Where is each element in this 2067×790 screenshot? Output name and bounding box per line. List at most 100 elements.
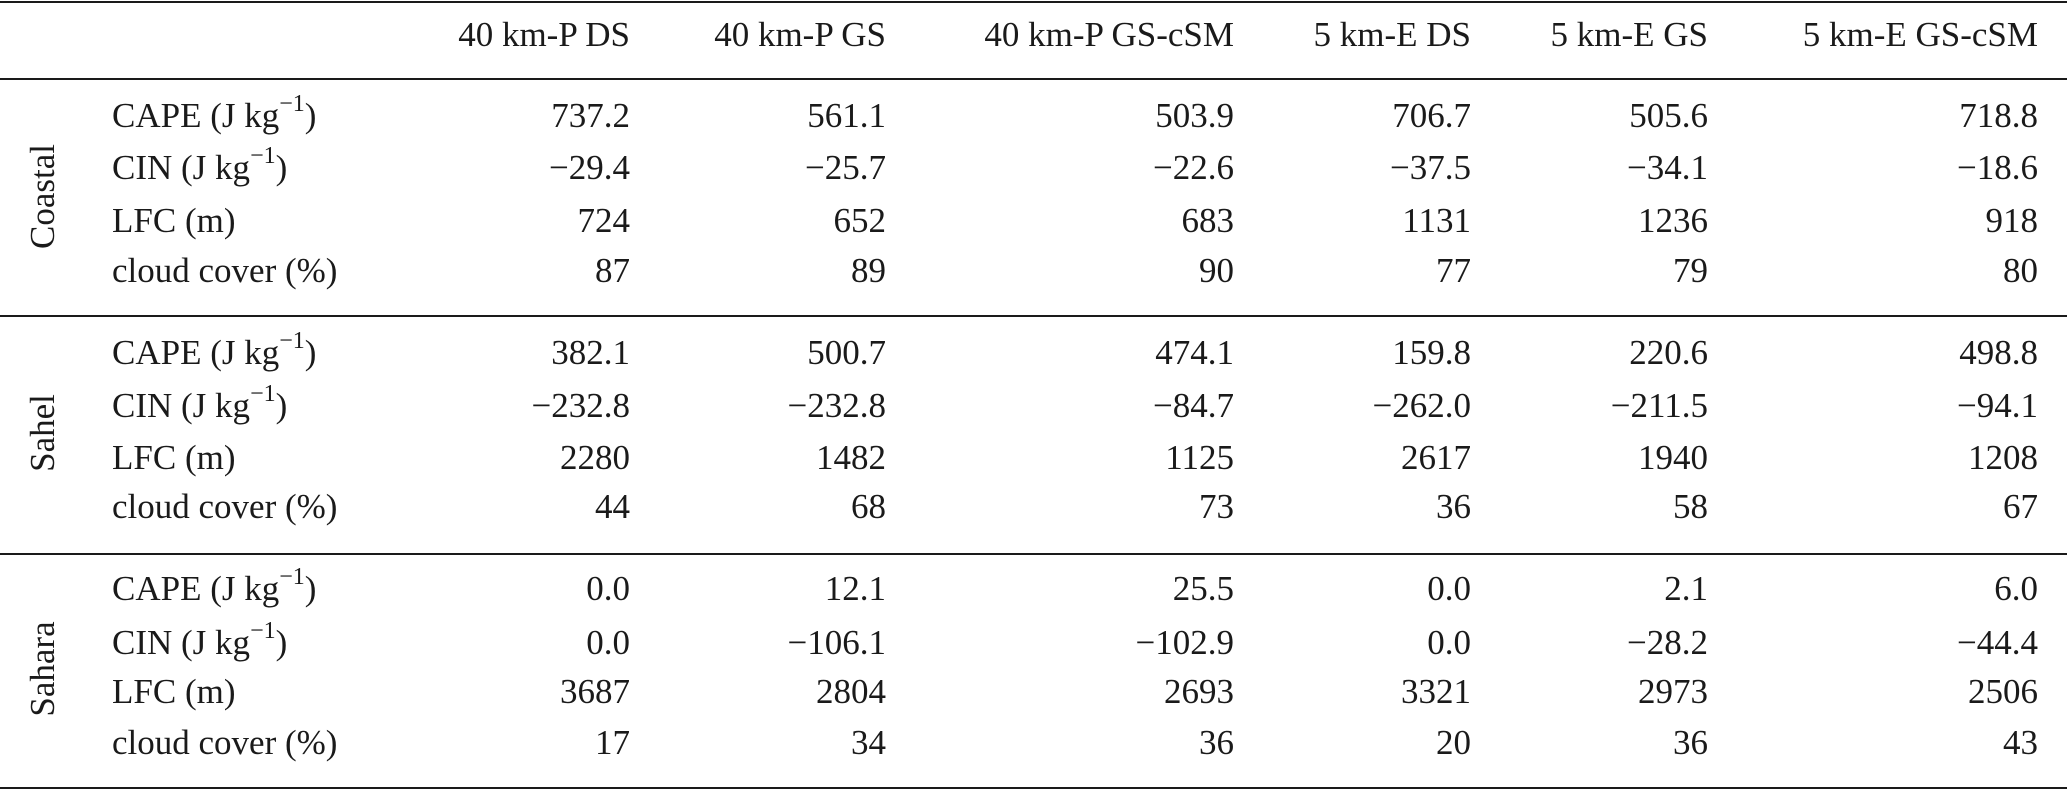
cell-value: 2280 <box>560 438 630 477</box>
cell-value: −28.2 <box>1627 623 1708 662</box>
cell-value: 43 <box>2003 723 2038 762</box>
cell-value: 25.5 <box>1173 569 1234 608</box>
group-label: Sahel <box>23 394 62 472</box>
cell-value: 220.6 <box>1629 333 1708 372</box>
cell-value: 34 <box>851 723 886 762</box>
row-label: LFC (m) <box>112 201 235 240</box>
cell-value: 706.7 <box>1392 96 1471 135</box>
cell-value: 89 <box>851 251 886 290</box>
cell-value: −44.4 <box>1957 623 2038 662</box>
cell-value: 1208 <box>1968 438 2038 477</box>
group-label: Sahara <box>23 621 62 717</box>
cell-value: −18.6 <box>1957 148 2038 187</box>
cell-value: 67 <box>2003 487 2038 526</box>
row-label-sup: −1 <box>279 564 305 590</box>
cell-value: −102.9 <box>1136 623 1235 662</box>
column-header: 40 km-P DS <box>458 15 630 54</box>
cell-value: 0.0 <box>586 623 630 662</box>
cell-value: 2506 <box>1968 672 2038 711</box>
cell-value: 36 <box>1199 723 1234 762</box>
cell-value: 79 <box>1673 251 1708 290</box>
row-label-base: CAPE (J kg <box>112 333 279 372</box>
cell-value: 500.7 <box>807 333 886 372</box>
group-label: Coastal <box>23 144 62 249</box>
cell-value: 17 <box>595 723 630 762</box>
cell-value: 77 <box>1436 251 1471 290</box>
column-header: 40 km-P GS <box>714 15 886 54</box>
cell-value: −84.7 <box>1153 386 1234 425</box>
cell-value: 737.2 <box>551 96 630 135</box>
cell-value: −211.5 <box>1611 386 1708 425</box>
cell-value: −94.1 <box>1957 386 2038 425</box>
cell-value: 58 <box>1673 487 1708 526</box>
cell-value: 382.1 <box>551 333 630 372</box>
cell-value: 505.6 <box>1629 96 1708 135</box>
cell-value: 561.1 <box>807 96 886 135</box>
cell-value: 36 <box>1436 487 1471 526</box>
row-label-sup: −1 <box>279 91 305 117</box>
row-label-tail: ) <box>276 623 288 662</box>
row-label-base: CIN (J kg <box>112 623 250 662</box>
row-label: cloud cover (%) <box>112 487 337 526</box>
row-label-tail: ) <box>276 148 288 187</box>
cell-value: 0.0 <box>1427 569 1471 608</box>
row-label-base: CAPE (J kg <box>112 569 279 608</box>
row-label-tail: ) <box>305 569 317 608</box>
cell-value: −25.7 <box>805 148 886 187</box>
row-label: LFC (m) <box>112 672 235 711</box>
cell-value: 2804 <box>816 672 886 711</box>
cell-value: 683 <box>1182 201 1235 240</box>
cell-value: 6.0 <box>1994 569 2038 608</box>
row-label: LFC (m) <box>112 438 235 477</box>
row-label: CAPE (J kg−1) <box>112 328 316 373</box>
cell-value: 1131 <box>1402 201 1471 240</box>
row-label-base: CIN (J kg <box>112 148 250 187</box>
cell-value: −232.8 <box>532 386 631 425</box>
cell-value: 918 <box>1986 201 2039 240</box>
cell-value: 2617 <box>1401 438 1471 477</box>
cell-value: 0.0 <box>586 569 630 608</box>
cell-value: 44 <box>595 487 630 526</box>
cell-value: −37.5 <box>1390 148 1471 187</box>
cell-value: −34.1 <box>1627 148 1708 187</box>
cell-value: −22.6 <box>1153 148 1234 187</box>
row-label: CAPE (J kg−1) <box>112 91 316 136</box>
cell-value: 80 <box>2003 251 2038 290</box>
cell-value: −232.8 <box>788 386 887 425</box>
cell-value: 724 <box>578 201 631 240</box>
row-label-tail: ) <box>305 96 317 135</box>
cell-value: −29.4 <box>549 148 630 187</box>
cell-value: 2.1 <box>1664 569 1708 608</box>
cell-value: 12.1 <box>825 569 886 608</box>
row-label-base: CIN (J kg <box>112 386 250 425</box>
row-label-sup: −1 <box>250 381 276 407</box>
cell-value: −106.1 <box>788 623 887 662</box>
cell-value: 498.8 <box>1959 333 2038 372</box>
cell-value: 36 <box>1673 723 1708 762</box>
row-label-sup: −1 <box>250 143 276 169</box>
row-label-tail: ) <box>305 333 317 372</box>
column-header: 5 km-E GS <box>1551 15 1709 54</box>
row-label-sup: −1 <box>250 618 276 644</box>
cell-value: 68 <box>851 487 886 526</box>
cell-value: 2973 <box>1638 672 1708 711</box>
cell-value: 87 <box>595 251 630 290</box>
cell-value: −262.0 <box>1373 386 1472 425</box>
row-label-base: CAPE (J kg <box>112 96 279 135</box>
cell-value: 1940 <box>1638 438 1708 477</box>
cell-value: 3321 <box>1401 672 1471 711</box>
cell-value: 718.8 <box>1959 96 2038 135</box>
row-label: cloud cover (%) <box>112 723 337 762</box>
column-header: 5 km-E DS <box>1314 15 1472 54</box>
row-label: cloud cover (%) <box>112 251 337 290</box>
cell-value: 1125 <box>1165 438 1234 477</box>
column-header: 5 km-E GS-cSM <box>1803 15 2038 54</box>
cell-value: 1236 <box>1638 201 1708 240</box>
cell-value: 1482 <box>816 438 886 477</box>
cell-value: 503.9 <box>1155 96 1234 135</box>
row-label: CAPE (J kg−1) <box>112 564 316 609</box>
cell-value: 20 <box>1436 723 1471 762</box>
cell-value: 0.0 <box>1427 623 1471 662</box>
